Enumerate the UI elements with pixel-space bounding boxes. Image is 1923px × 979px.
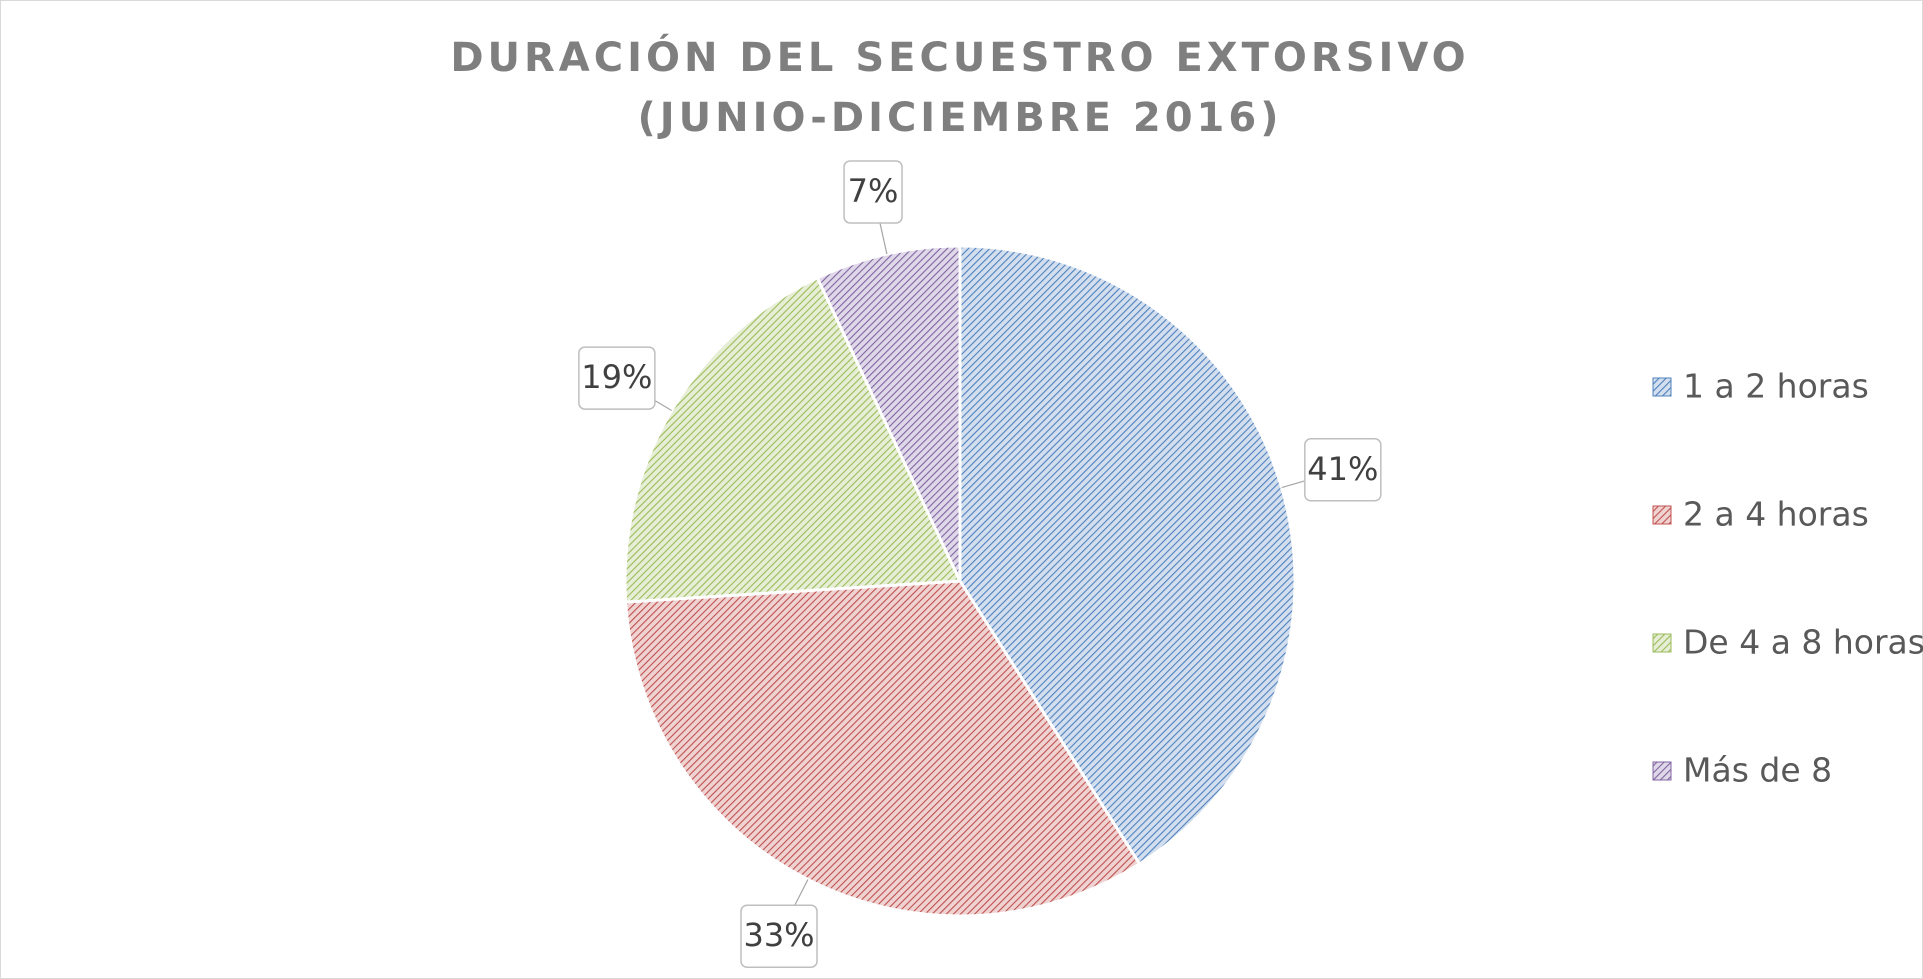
chart-title: DURACIÓN DEL SECUESTRO EXTORSIVO — [450, 33, 1469, 81]
legend-swatch — [1652, 633, 1672, 653]
pie-slice — [624, 579, 1142, 918]
pie-slice — [958, 244, 1297, 866]
label-box — [843, 160, 903, 224]
data-label: 19% — [581, 358, 652, 396]
legend-label: Más de 8 — [1683, 751, 1832, 790]
chart-title: (JUNIO-DICIEMBRE 2016) — [638, 95, 1283, 141]
label-box — [740, 904, 818, 968]
label-box — [1304, 438, 1382, 502]
pie-slice — [623, 275, 963, 604]
pie-slice — [815, 244, 962, 582]
legend-swatch — [1652, 505, 1672, 525]
legend-swatch — [1652, 761, 1672, 781]
legend-swatch — [1652, 377, 1672, 397]
data-label: 33% — [743, 916, 814, 954]
legend-label: De 4 a 8 horas — [1683, 623, 1923, 662]
label-box — [578, 346, 656, 410]
data-label: 7% — [848, 172, 899, 210]
data-label: 41% — [1307, 450, 1378, 488]
legend-label: 2 a 4 horas — [1683, 495, 1869, 534]
legend-label: 1 a 2 horas — [1683, 367, 1869, 406]
